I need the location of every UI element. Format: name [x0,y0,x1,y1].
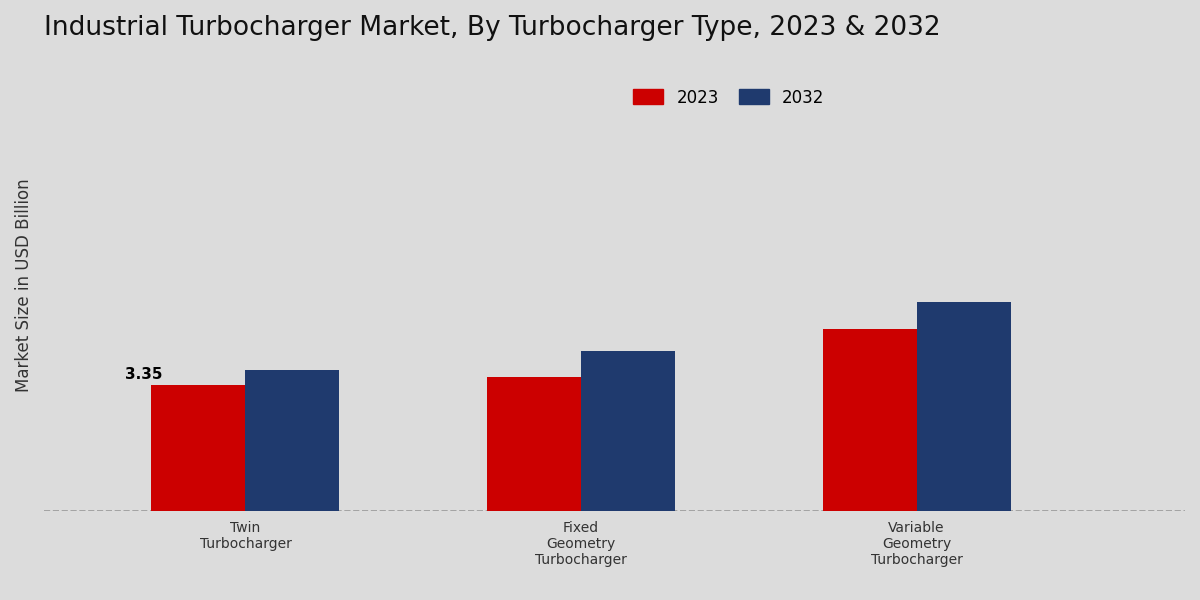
Bar [823,329,917,511]
Text: 3.35: 3.35 [125,367,162,382]
Bar [246,370,340,511]
Legend: 2023, 2032: 2023, 2032 [626,82,832,113]
Bar [487,377,581,511]
Bar [917,302,1010,511]
Y-axis label: Market Size in USD Billion: Market Size in USD Billion [14,179,34,392]
Text: Industrial Turbocharger Market, By Turbocharger Type, 2023 & 2032: Industrial Turbocharger Market, By Turbo… [44,15,941,41]
Bar [151,385,246,511]
Bar [581,351,674,511]
